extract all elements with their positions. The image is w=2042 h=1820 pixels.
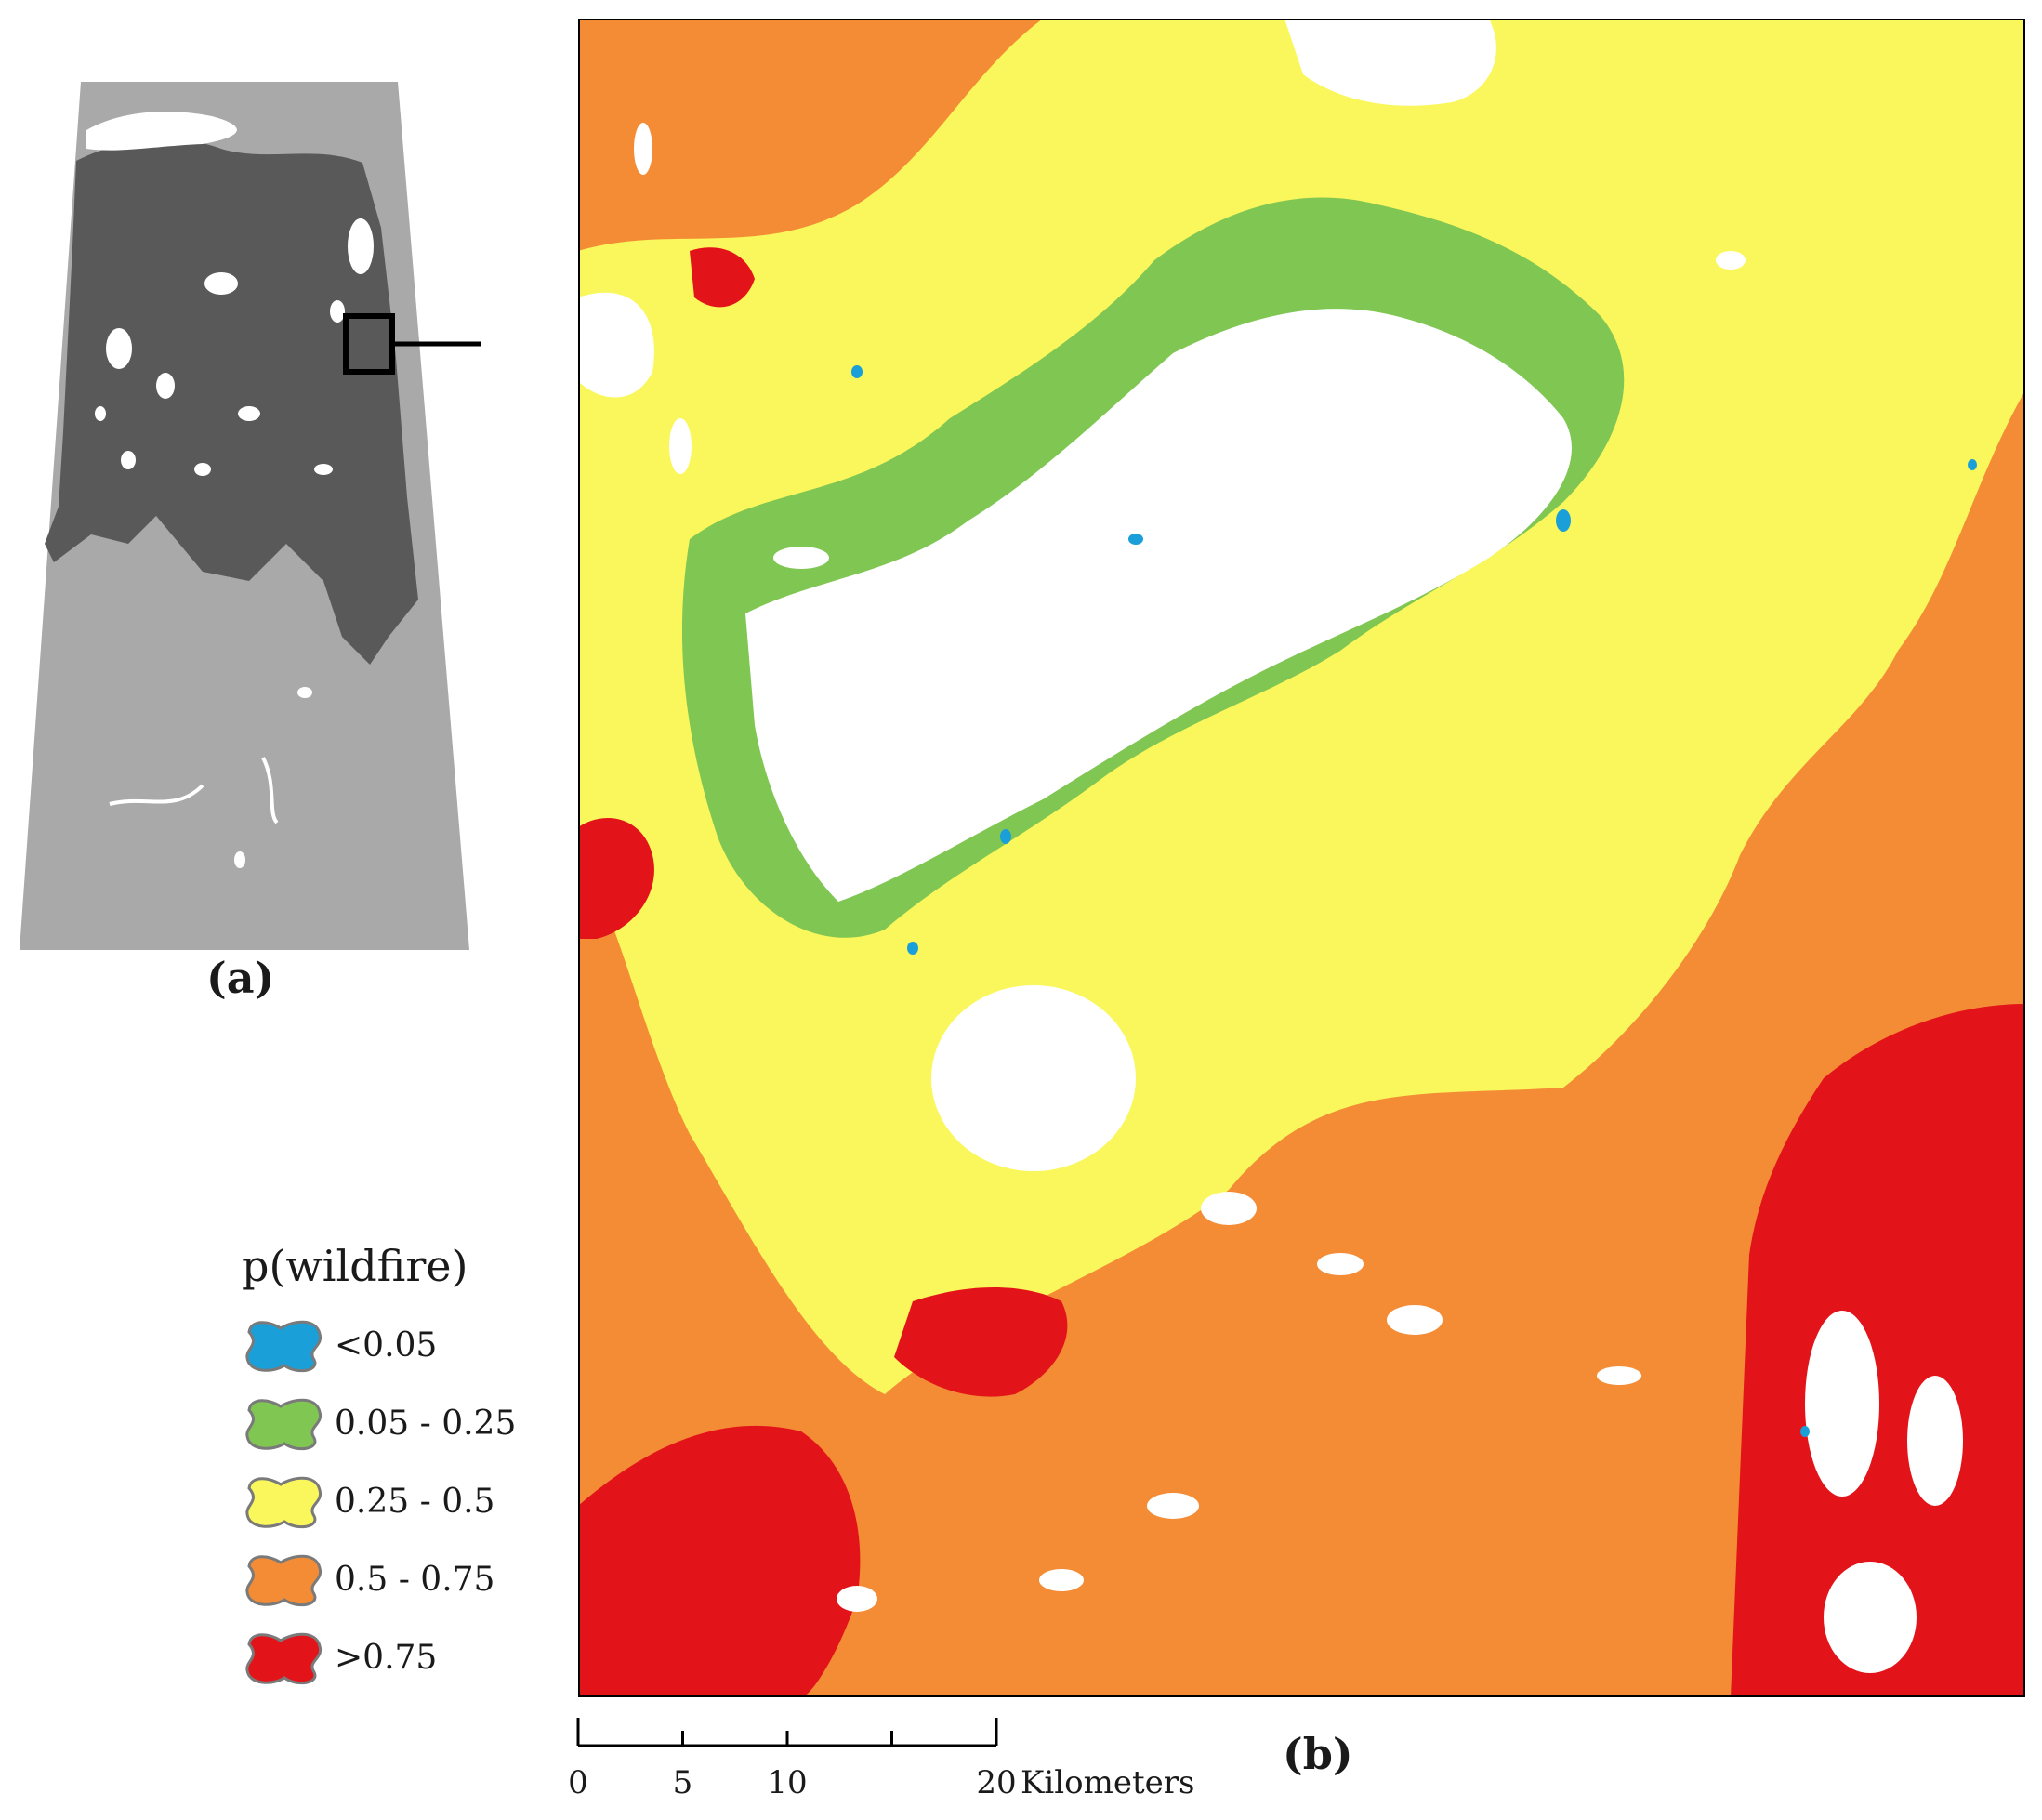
red-patch-south-central	[894, 1287, 1068, 1397]
map-frame	[578, 19, 2025, 1697]
legend-items: <0.05 0.05 - 0.25 0.25 - 0.5 0.5 - 0.75 >0.7…	[242, 1306, 516, 1696]
scale-bar-tick-label: 20	[976, 1764, 1017, 1801]
red-zone-southeast	[1731, 1004, 2025, 1697]
legend-swatch-icon	[245, 1398, 323, 1451]
legend-item: >0.75	[242, 1618, 516, 1696]
blue-lowest-probability-patches	[851, 365, 1977, 1437]
nonforest-white-central	[745, 309, 1572, 902]
legend-label: 0.25 - 0.5	[335, 1482, 495, 1521]
legend: p(wildfire) <0.05 0.05 - 0.25 0.25 - 0.5 0.…	[242, 1241, 516, 1696]
scale-bar-ticks	[576, 1718, 998, 1746]
wildfire-probability-map	[578, 19, 2025, 1697]
inset-lakes	[95, 218, 374, 868]
northern-ice-patch	[86, 112, 237, 151]
red-patch-north	[690, 247, 755, 308]
legend-label: <0.05	[335, 1325, 438, 1365]
map-lakes	[578, 19, 1963, 1673]
panel-a-label: (a)	[206, 953, 275, 1003]
legend-title: p(wildfire)	[242, 1241, 468, 1291]
legend-swatch-icon	[245, 1476, 323, 1529]
legend-swatch-icon	[245, 1320, 323, 1373]
scale-bar-units: Kilometers	[1021, 1764, 1195, 1801]
scale-bar-tick-label: 10	[767, 1764, 808, 1801]
scale-bar-tick-label: 0	[568, 1764, 588, 1801]
red-zone-southwest	[578, 1425, 861, 1697]
nonforest-white-circle	[931, 985, 1136, 1171]
legend-item: 0.05 - 0.25	[242, 1384, 516, 1462]
overview-inset-map	[20, 82, 481, 950]
legend-label: 0.05 - 0.25	[335, 1404, 517, 1443]
legend-item: 0.5 - 0.75	[242, 1540, 516, 1618]
legend-label: 0.5 - 0.75	[335, 1560, 495, 1599]
legend-item: <0.05	[242, 1306, 516, 1384]
scale-bar-tick-label: 5	[672, 1764, 693, 1801]
red-zone-west	[578, 818, 654, 939]
legend-swatch-icon	[245, 1554, 323, 1607]
study-region	[45, 139, 418, 665]
scale-bar: 0 5 10 20 Kilometers	[567, 1710, 1311, 1820]
panel-b-label: (b)	[1283, 1729, 1353, 1779]
scale-bar-graphic	[576, 1718, 998, 1747]
legend-item: 0.25 - 0.5	[242, 1462, 516, 1540]
legend-swatch-icon	[245, 1632, 323, 1685]
legend-label: >0.75	[335, 1638, 438, 1677]
